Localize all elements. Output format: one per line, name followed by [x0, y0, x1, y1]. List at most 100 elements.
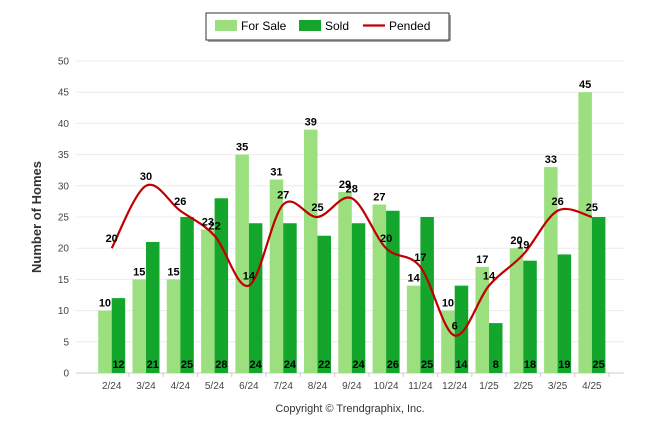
legend-label-pended: Pended	[389, 19, 430, 33]
sold-value-label: 14	[455, 359, 468, 371]
data-labels: 10 12 15 21 15 25 23 28 35 24 31 24 39 22 29 24 27 26 14 25…	[99, 79, 605, 371]
for-sale-bar	[304, 129, 318, 373]
x-tick-label: 2/25	[514, 381, 534, 392]
sold-value-label: 26	[387, 359, 399, 371]
for-sale-value-label: 27	[373, 192, 385, 204]
pended-value-label: 28	[346, 183, 358, 195]
x-tick-label: 10/24	[374, 381, 399, 392]
y-tick-label: 25	[58, 213, 70, 224]
for-sale-value-label: 31	[270, 167, 282, 179]
legend-label-for-sale: For Sale	[241, 19, 287, 33]
legend-box	[205, 12, 450, 41]
legend-label-sold: Sold	[325, 19, 349, 33]
x-tick-label: 3/25	[548, 381, 568, 392]
for-sale-value-label: 20	[510, 235, 522, 247]
sold-bar	[454, 285, 469, 373]
for-sale-bar	[166, 279, 181, 373]
y-tick-label: 45	[58, 88, 70, 99]
for-sale-bar	[544, 167, 558, 373]
y-tick-label: 5	[63, 337, 69, 348]
pended-value-label: 26	[551, 196, 563, 208]
sold-bar	[180, 217, 194, 373]
x-tick-label: 2/24	[102, 381, 122, 392]
legend-swatch-sold	[299, 20, 321, 31]
for-sale-bar	[578, 92, 592, 373]
sold-value-label: 25	[181, 359, 193, 371]
x-tick-label: 1/25	[479, 381, 499, 392]
pended-value-label: 27	[277, 190, 289, 202]
pended-value-label: 17	[414, 252, 426, 264]
for-sale-value-label: 17	[476, 254, 488, 266]
x-tick-label: 8/24	[308, 381, 328, 392]
pended-value-label: 6	[452, 321, 458, 333]
sold-bar	[489, 323, 503, 373]
x-axis-ticks: 2/24 3/24 4/24 5/24 6/24 7/24 8/24 9/24 10/24 11/…	[102, 373, 610, 392]
x-tick-label: 3/24	[136, 381, 156, 392]
pended-value-label: 22	[208, 221, 220, 233]
for-sale-bar	[338, 192, 352, 373]
pended-line-layer	[110, 183, 593, 337]
sold-bar	[248, 223, 263, 373]
pended-value-label: 14	[243, 271, 256, 283]
legend-swatch-for-sale	[215, 20, 237, 31]
y-tick-label: 30	[58, 181, 70, 192]
y-tick-label: 0	[63, 369, 69, 380]
sold-bar	[591, 217, 606, 373]
legend: For Sale Sold Pended	[205, 12, 451, 42]
sold-value-label: 24	[250, 359, 263, 371]
sold-bar	[317, 235, 331, 373]
x-tick-label: 6/24	[239, 381, 259, 392]
for-sale-value-label: 33	[545, 154, 557, 166]
copyright-text: Copyright © Trendgraphix, Inc.	[275, 403, 424, 415]
sold-bar	[283, 223, 297, 373]
for-sale-value-label: 10	[442, 298, 454, 310]
sold-value-label: 22	[318, 359, 330, 371]
sold-value-label: 24	[352, 359, 365, 371]
x-tick-label: 4/24	[171, 381, 191, 392]
sold-value-label: 28	[215, 359, 227, 371]
pended-value-label: 30	[140, 171, 152, 183]
x-tick-label: 7/24	[273, 381, 293, 392]
for-sale-bar	[98, 310, 112, 373]
y-tick-label: 35	[58, 150, 70, 161]
for-sale-value-label: 10	[99, 298, 111, 310]
sold-value-label: 21	[147, 359, 159, 371]
for-sale-value-label: 23	[202, 216, 214, 228]
for-sale-bar	[441, 310, 455, 373]
sold-value-label: 12	[112, 359, 124, 371]
for-sale-bar	[406, 285, 421, 373]
for-sale-bar	[235, 154, 249, 373]
pended-value-label: 26	[174, 196, 186, 208]
sold-value-label: 18	[524, 359, 536, 371]
for-sale-value-label: 35	[236, 142, 248, 154]
y-axis-ticks: 0 5 10 15 20 25 30 35 40 45 50	[58, 57, 70, 380]
sold-bar	[111, 298, 126, 373]
y-axis-label: Number of Homes	[29, 161, 44, 273]
pended-value-label: 20	[106, 233, 118, 245]
sold-value-label: 8	[493, 359, 499, 371]
x-tick-label: 5/24	[205, 381, 225, 392]
pended-value-label: 20	[380, 233, 392, 245]
y-tick-label: 10	[58, 306, 70, 317]
for-sale-value-label: 29	[339, 179, 351, 191]
sold-value-label: 25	[421, 359, 433, 371]
bars	[98, 92, 606, 373]
pended-value-label: 14	[483, 271, 496, 283]
pended-value-label: 25	[311, 202, 323, 214]
for-sale-bar	[372, 204, 387, 373]
sold-bar	[146, 241, 160, 373]
pended-value-label: 25	[586, 202, 598, 214]
y-tick-label: 50	[58, 57, 70, 68]
sold-value-label: 19	[558, 359, 570, 371]
for-sale-bar	[509, 248, 524, 373]
for-sale-value-label: 39	[305, 117, 317, 129]
for-sale-value-label: 15	[133, 266, 145, 278]
for-sale-bar	[201, 229, 215, 373]
sold-bar	[557, 254, 572, 373]
for-sale-bar	[475, 266, 489, 373]
sold-bar	[523, 260, 537, 373]
y-tick-label: 40	[58, 119, 70, 130]
for-sale-value-label: 45	[579, 79, 591, 91]
x-tick-label: 4/25	[582, 381, 602, 392]
